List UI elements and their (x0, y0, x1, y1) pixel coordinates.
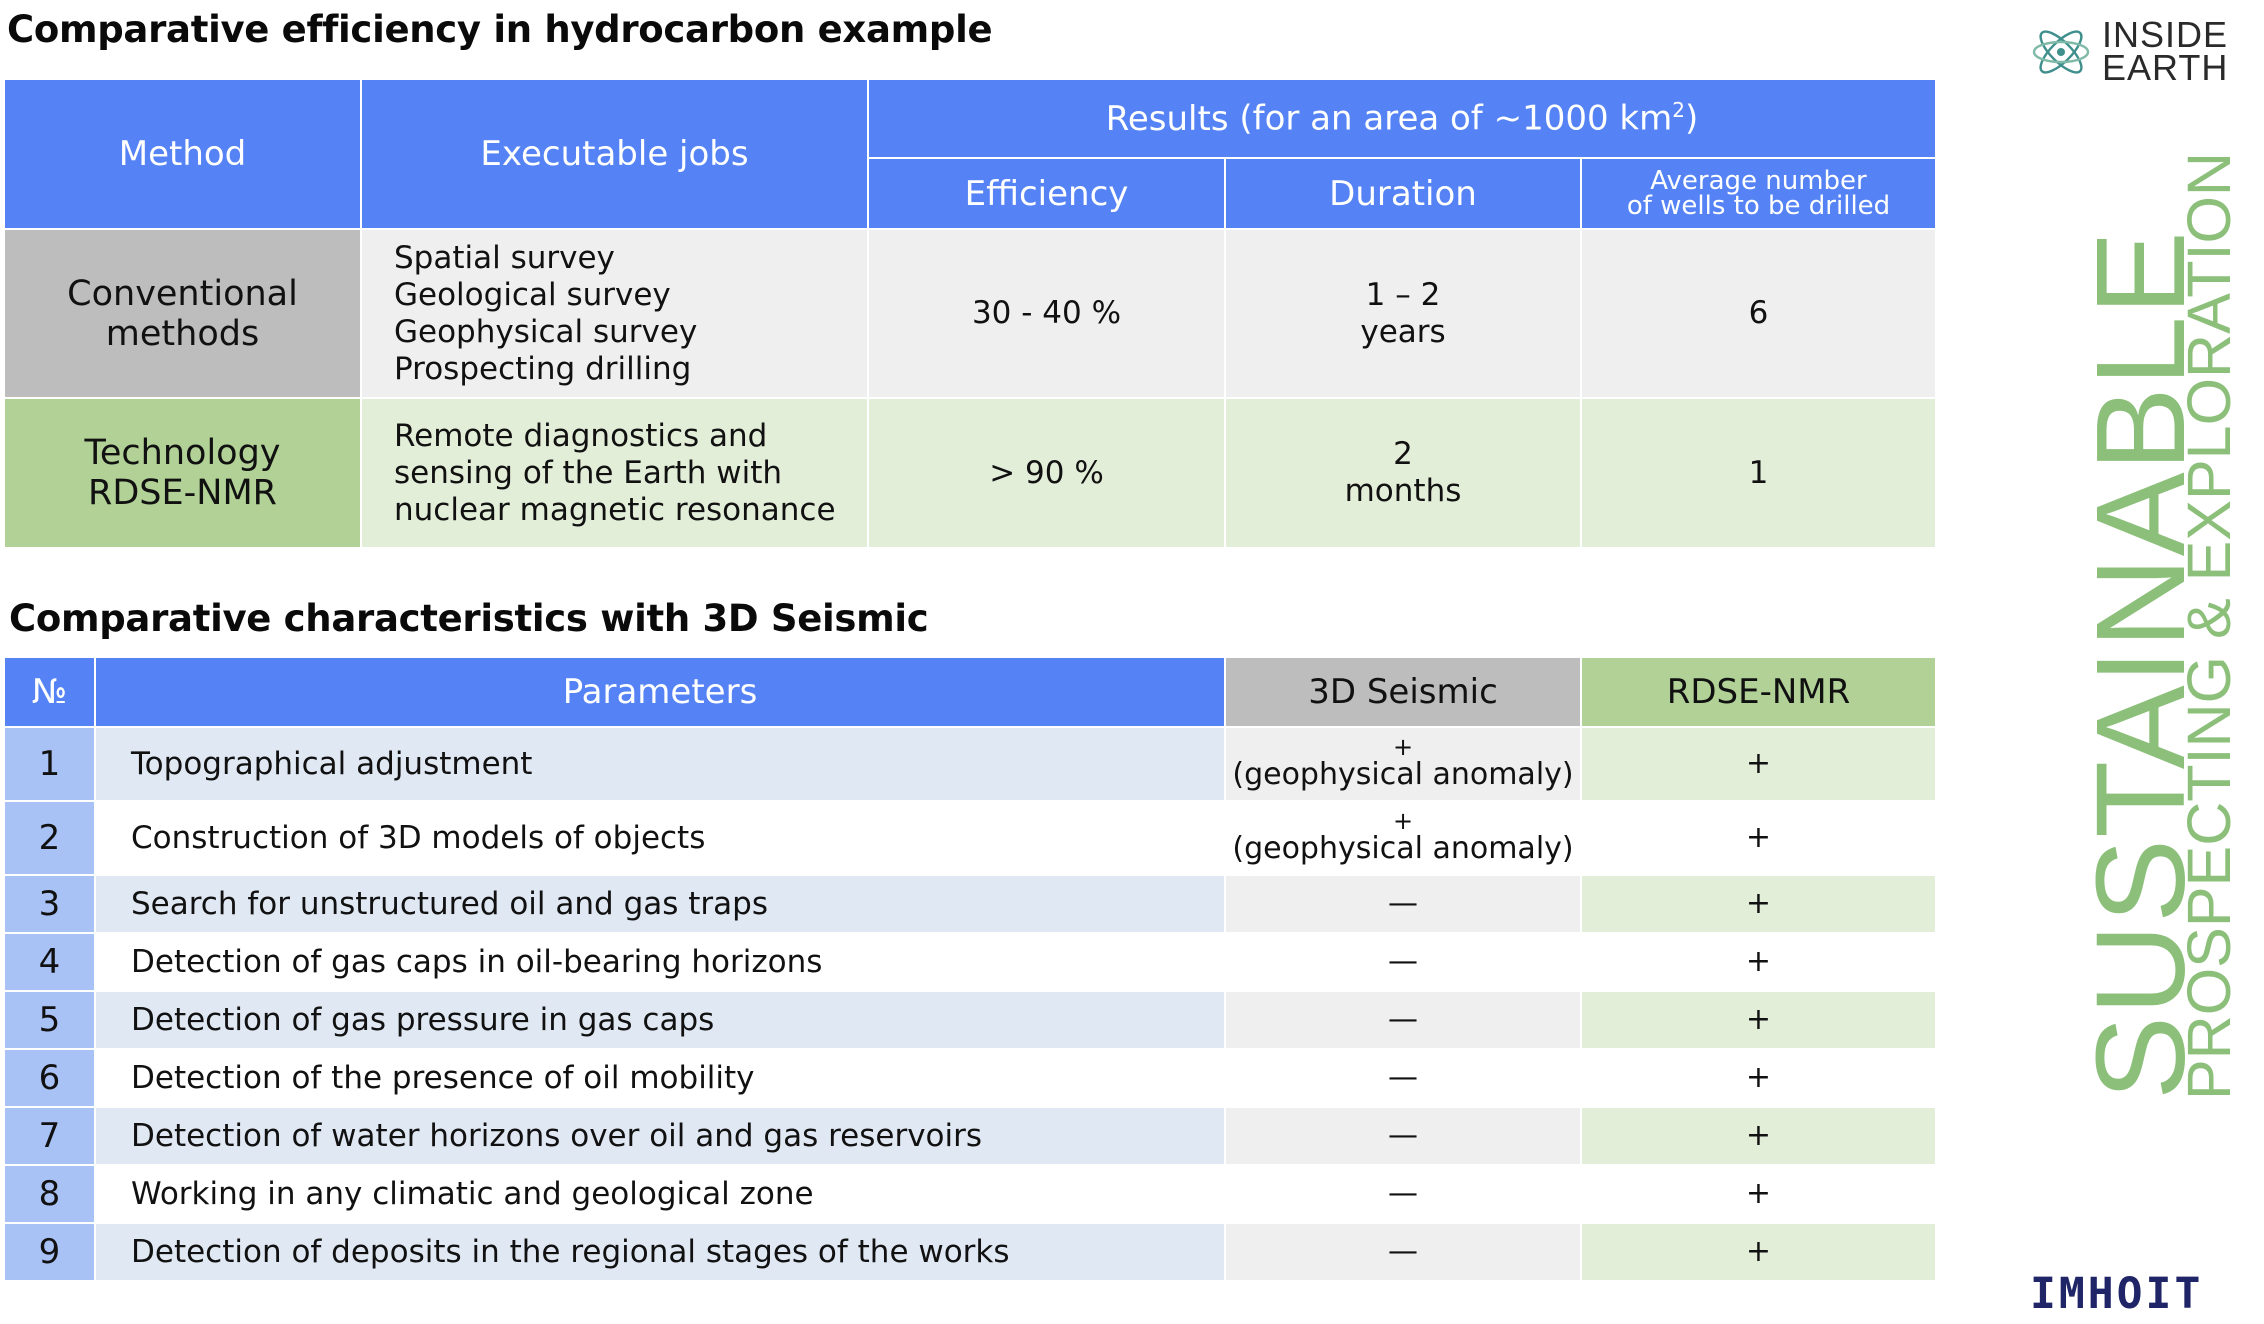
anomaly-note: (geophysical anomaly) (1232, 831, 1574, 866)
wells-header: Average number of wells to be drilled (1582, 159, 1935, 228)
results-superscript: 2 (1672, 98, 1685, 123)
rdse-value: + (1582, 1166, 1935, 1222)
rdse-value: + (1582, 1224, 1935, 1280)
prospecting-vertical-text: PROSPECTING & EXPLORATION (2175, 152, 2243, 1100)
row-number: 8 (5, 1166, 94, 1222)
atom-icon (2032, 30, 2090, 74)
rdse-value: + (1582, 802, 1935, 874)
anomaly-note: (geophysical anomaly) (1232, 757, 1574, 792)
seismic-value: — (1226, 1108, 1580, 1164)
seismic-value: + (geophysical anomaly) (1226, 728, 1580, 800)
jobs-technology: Remote diagnostics and sensing of the Ea… (362, 399, 867, 547)
job-item: Geophysical survey (394, 313, 698, 350)
rdse-value: + (1582, 876, 1935, 932)
parameter-label: Working in any climatic and geological z… (96, 1166, 1224, 1222)
duration-technology: 2 months (1226, 399, 1580, 547)
rdse-value: + (1582, 728, 1935, 800)
method-conventional: Conventional methods (5, 230, 360, 397)
results-header: Results (for an area of ~1000 km2) (869, 80, 1935, 157)
parameter-label: Construction of 3D models of objects (96, 802, 1224, 874)
seismic-value: — (1226, 876, 1580, 932)
jobs-conventional: Spatial survey Geological survey Geophys… (362, 230, 867, 397)
row-number: 7 (5, 1108, 94, 1164)
parameter-label: Detection of water horizons over oil and… (96, 1108, 1224, 1164)
job-item: Geological survey (394, 276, 671, 313)
row-number: 6 (5, 1050, 94, 1106)
wells-technology: 1 (1582, 399, 1935, 547)
job-item: Remote diagnostics and (394, 417, 768, 454)
parameters-header: Parameters (96, 658, 1224, 726)
logo-text: INSIDE EARTH (2102, 14, 2229, 88)
rdse-value: + (1582, 934, 1935, 990)
row-number: 4 (5, 934, 94, 990)
parameter-label: Detection of gas pressure in gas caps (96, 992, 1224, 1048)
efficiency-conventional: 30 - 40 % (869, 230, 1224, 397)
efficiency-technology: > 90 % (869, 399, 1224, 547)
row-number: 3 (5, 876, 94, 932)
job-item: nuclear magnetic resonance (394, 491, 836, 528)
row-number: 1 (5, 728, 94, 800)
seismic-value: — (1226, 1050, 1580, 1106)
plus-mark: + (1392, 733, 1414, 761)
seismic-value: — (1226, 1224, 1580, 1280)
wells-conventional: 6 (1582, 230, 1935, 397)
parameter-label: Detection of deposits in the regional st… (96, 1224, 1224, 1280)
seismic-header: 3D Seismic (1226, 658, 1580, 726)
parameter-label: Detection of gas caps in oil-bearing hor… (96, 934, 1224, 990)
job-item: Spatial survey (394, 239, 615, 276)
row-number: 9 (5, 1224, 94, 1280)
efficiency-header: Efficiency (869, 159, 1224, 228)
rdse-value: + (1582, 1108, 1935, 1164)
method-technology: Technology RDSE-NMR (5, 399, 360, 547)
parameter-label: Detection of the presence of oil mobilit… (96, 1050, 1224, 1106)
parameter-label: Topographical adjustment (96, 728, 1224, 800)
row-number: 5 (5, 992, 94, 1048)
seismic-value: — (1226, 1166, 1580, 1222)
number-header: № (5, 658, 94, 726)
duration-header: Duration (1226, 159, 1580, 228)
seismic-value: — (1226, 934, 1580, 990)
rdse-header: RDSE-NMR (1582, 658, 1935, 726)
rdse-value: + (1582, 1050, 1935, 1106)
efficiency-section-title: Comparative efficiency in hydrocarbon ex… (7, 8, 993, 51)
rdse-value: + (1582, 992, 1935, 1048)
inside-earth-logo: INSIDE EARTH (2030, 14, 2262, 88)
job-item: sensing of the Earth with (394, 454, 783, 491)
duration-conventional: 1 – 2 years (1226, 230, 1580, 397)
parameter-label: Search for unstructured oil and gas trap… (96, 876, 1224, 932)
imhoit-footer-logo: IMHOIT (2030, 1269, 2204, 1319)
results-area-note: (for an area of ~1000 km2) (1239, 98, 1699, 139)
seismic-section-title: Comparative characteristics with 3D Seis… (9, 597, 929, 640)
method-header: Method (5, 80, 360, 228)
seismic-value: — (1226, 992, 1580, 1048)
plus-mark: + (1392, 807, 1414, 835)
row-number: 2 (5, 802, 94, 874)
job-item: Prospecting drilling (394, 350, 692, 387)
jobs-header: Executable jobs (362, 80, 867, 228)
results-label: Results (1105, 98, 1229, 139)
seismic-value: + (geophysical anomaly) (1226, 802, 1580, 874)
